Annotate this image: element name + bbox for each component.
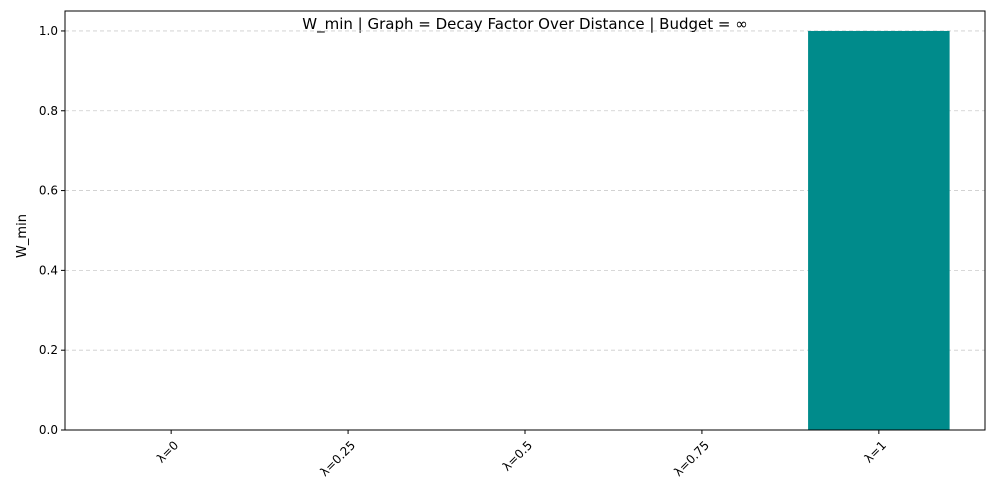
y-tick-label: 0.6 — [39, 184, 58, 198]
y-axis-label: W_min — [15, 214, 30, 258]
y-tick-label: 0.4 — [39, 263, 58, 277]
x-axis-ticks: λ=0 λ=0.25 λ=0.5 λ=0.75 λ=1 — [154, 430, 889, 479]
x-tick-label: λ=1 — [862, 438, 889, 465]
y-tick-label: 0.8 — [39, 104, 58, 118]
chart-title: W_min | Graph = Decay Factor Over Distan… — [302, 15, 747, 34]
x-tick-label: λ=0 — [154, 438, 181, 465]
x-tick-label: λ=0.25 — [317, 438, 358, 479]
y-tick-label: 1.0 — [39, 24, 58, 38]
x-tick-label: λ=0.75 — [671, 438, 712, 479]
bar — [808, 30, 950, 430]
y-axis-ticks: 0.0 0.2 0.4 0.6 0.8 1.0 — [39, 24, 65, 437]
x-tick-label: λ=0.5 — [500, 438, 536, 474]
y-tick-label: 0.2 — [39, 343, 58, 357]
bars — [808, 30, 950, 430]
y-tick-label: 0.0 — [39, 423, 58, 437]
